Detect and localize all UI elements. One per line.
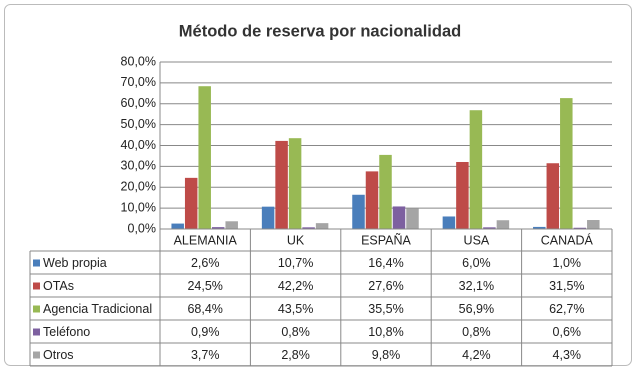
y-tick-label: 70,0% [121, 75, 156, 89]
legend-key [33, 351, 40, 359]
value-label: 32,1% [459, 279, 494, 293]
category-label: UK [287, 233, 305, 247]
value-label: 43,5% [278, 302, 313, 316]
bar [587, 220, 600, 229]
bar [469, 110, 483, 229]
bar [365, 171, 379, 229]
legend-label: OTAs [43, 279, 74, 293]
value-label: 0,6% [553, 325, 582, 339]
bar [442, 216, 456, 229]
value-label: 2,6% [191, 256, 220, 270]
legend-label: Web propia [43, 256, 107, 270]
value-label: 9,8% [372, 348, 401, 362]
value-label: 31,5% [549, 279, 584, 293]
bar [275, 140, 288, 229]
category-label: ALEMANIA [174, 233, 238, 247]
legend-label: Otros [43, 348, 74, 362]
y-tick-label: 30,0% [121, 159, 156, 173]
value-label: 10,7% [278, 256, 313, 270]
bar [352, 194, 365, 229]
value-label: 0,9% [191, 325, 220, 339]
bar [533, 226, 546, 229]
bar [456, 161, 469, 229]
value-label: 42,2% [278, 279, 313, 293]
value-label: 1,0% [553, 256, 582, 270]
bar [184, 177, 198, 229]
category-label: ESPAÑA [361, 233, 411, 247]
value-label: 10,8% [368, 325, 403, 339]
value-label: 56,9% [459, 302, 494, 316]
y-tick-label: 20,0% [121, 180, 156, 194]
y-tick-label: 10,0% [121, 200, 156, 214]
y-tick-label: 60,0% [121, 96, 156, 110]
bar [211, 227, 225, 229]
value-label: 16,4% [368, 256, 403, 270]
bar [546, 163, 560, 229]
value-label: 4,2% [462, 348, 491, 362]
bar [302, 227, 315, 229]
value-label: 35,5% [368, 302, 403, 316]
legend-key [33, 305, 40, 313]
y-tick-label: 80,0% [121, 54, 156, 68]
bar [198, 86, 211, 229]
bar [573, 227, 587, 229]
value-label: 4,3% [553, 348, 582, 362]
category-label: CANADÁ [541, 232, 594, 247]
bar [496, 220, 510, 229]
bar [315, 223, 329, 229]
bar [560, 98, 573, 230]
bar [483, 227, 496, 229]
y-tick-label: 0,0% [128, 221, 157, 235]
category-label: USA [464, 233, 490, 247]
value-label: 0,8% [281, 325, 310, 339]
value-label: 68,4% [187, 302, 222, 316]
y-tick-label: 40,0% [121, 138, 156, 152]
legend-label: Teléfono [43, 325, 90, 339]
value-label: 24,5% [187, 279, 222, 293]
legend-key [33, 259, 40, 267]
value-label: 27,6% [368, 279, 403, 293]
y-tick-label: 50,0% [121, 117, 156, 131]
bar [392, 206, 406, 229]
bar [288, 138, 302, 229]
legend-key [33, 282, 40, 290]
bar [406, 208, 419, 229]
bar [379, 154, 392, 229]
value-label: 3,7% [191, 348, 220, 362]
bar [225, 221, 238, 229]
value-label: 62,7% [549, 302, 584, 316]
legend-label: Agencia Tradicional [43, 302, 152, 316]
value-label: 0,8% [462, 325, 491, 339]
bar [171, 223, 184, 229]
value-label: 2,8% [281, 348, 310, 362]
bar [261, 206, 275, 229]
value-label: 6,0% [462, 256, 491, 270]
chart-title: Método de reserva por nacionalidad [179, 22, 461, 40]
legend-key [33, 328, 40, 336]
